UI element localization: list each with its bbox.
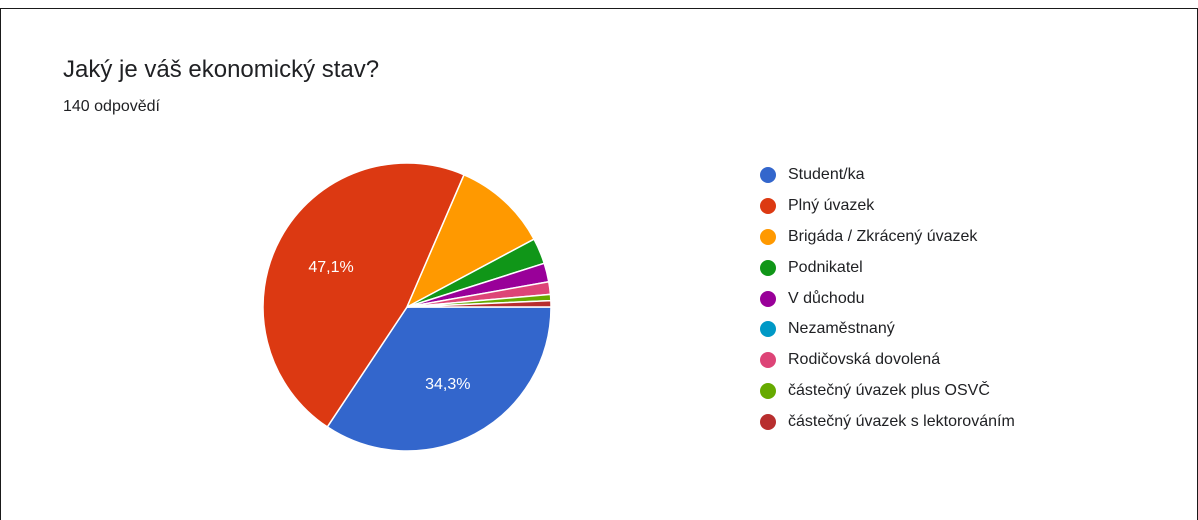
legend-item-plny-uvazek[interactable]: Plný úvazek xyxy=(760,191,1015,222)
legend-color-dot-icon xyxy=(760,259,776,276)
legend-item-rodicovska-dovolena[interactable]: Rodičovská dovolená xyxy=(760,345,1015,376)
legend-label: Rodičovská dovolená xyxy=(788,351,941,369)
legend-color-dot-icon xyxy=(760,413,776,430)
legend-color-dot-icon xyxy=(760,321,776,338)
response-count: 140 odpovědí xyxy=(63,98,160,115)
pie-slice-brigada-zkraceny-uvazek[interactable] xyxy=(405,173,536,309)
legend-item-castecny-uvazek-plus-osvc[interactable]: částečný úvazek plus OSVČ xyxy=(760,376,1015,407)
legend-item-brigada-zkraceny-uvazek[interactable]: Brigáda / Zkrácený úvazek xyxy=(760,222,1015,253)
legend-item-nezamestnany[interactable]: Nezaměstnaný xyxy=(760,314,1015,345)
legend-item-castecny-uvazek-s-lektorovanim[interactable]: částečný úvazek s lektorováním xyxy=(760,406,1015,437)
legend-color-dot-icon xyxy=(760,352,776,369)
legend-label: Student/ka xyxy=(788,166,865,184)
legend-label: Podnikatel xyxy=(788,258,863,276)
legend-item-podnikatel[interactable]: Podnikatel xyxy=(760,252,1015,283)
legend-label: Nezaměstnaný xyxy=(788,320,895,338)
legend-color-dot-icon xyxy=(760,167,776,184)
slice-label-plny-uvazek: 47,1% xyxy=(308,259,353,276)
legend-color-dot-icon xyxy=(760,290,776,307)
legend-item-student-ka[interactable]: Student/ka xyxy=(760,160,1015,191)
legend-item-v-duchodu[interactable]: V důchodu xyxy=(760,283,1015,314)
legend-label: V důchodu xyxy=(788,289,865,307)
chart-card: Jaký je váš ekonomický stav? 140 odpověd… xyxy=(0,8,1198,520)
legend-label: Brigáda / Zkrácený úvazek xyxy=(788,227,978,245)
pie-slice-plny-uvazek[interactable] xyxy=(262,162,466,428)
legend-color-dot-icon xyxy=(760,198,776,215)
legend-color-dot-icon xyxy=(760,382,776,399)
chart-legend: Student/ka Plný úvazek Brigáda / Zkrácený … xyxy=(760,160,1015,437)
pie-slice-castecny-uvazek-s-lektorovanim[interactable] xyxy=(406,299,552,308)
legend-color-dot-icon xyxy=(760,228,776,245)
page-title: Jaký je váš ekonomický stav? xyxy=(63,56,380,83)
legend-label: částečný úvazek plus OSVČ xyxy=(788,381,990,399)
legend-label: Plný úvazek xyxy=(788,197,875,215)
slice-label-student-ka: 34,3% xyxy=(425,376,470,393)
legend-label: částečný úvazek s lektorováním xyxy=(788,412,1015,430)
